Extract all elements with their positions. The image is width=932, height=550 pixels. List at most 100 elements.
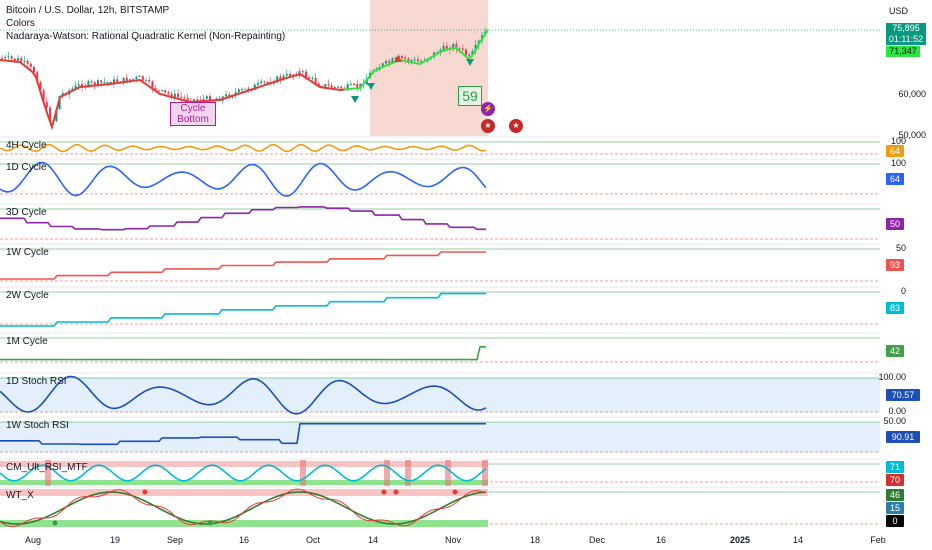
pane-series-line (0, 491, 487, 525)
pane-2w-cycle (0, 286, 880, 327)
candle-body (381, 63, 384, 68)
candle-body (106, 82, 109, 84)
pane-series-line (0, 206, 486, 231)
pane-title[interactable]: 4H Cycle (6, 140, 47, 151)
candle-body (20, 58, 23, 62)
pane-1w-stoch-rsi (0, 416, 880, 453)
price-chart[interactable] (0, 0, 880, 140)
candle-body (125, 77, 128, 82)
pane-title[interactable]: WT_X (6, 490, 34, 501)
candle-body (253, 84, 256, 90)
candle-body (90, 81, 93, 83)
candle-body (404, 57, 407, 59)
candle-body (71, 88, 74, 91)
candle-body (465, 49, 467, 56)
candle-body (266, 82, 269, 84)
indicator-colors-label[interactable]: Colors (6, 18, 35, 29)
pane-value-tag: 0 (886, 515, 904, 527)
time-axis-label: 14 (367, 535, 379, 545)
time-axis-label: 18 (529, 535, 541, 545)
candle-body (420, 61, 423, 63)
candle-body (183, 97, 186, 99)
indicator-panes[interactable] (0, 0, 880, 530)
candle-body (301, 71, 304, 73)
candle-body (180, 96, 183, 98)
pane-title[interactable]: 1D Cycle (6, 162, 47, 173)
pane-value-tag: 83 (886, 302, 904, 314)
candle-body (346, 84, 349, 89)
candle-body (154, 88, 157, 91)
pane-series-line (0, 422, 486, 446)
pane-series-line (0, 464, 487, 482)
candle-body (353, 83, 355, 85)
price-level-60000: 60,000 (898, 89, 926, 99)
time-axis-label: 19 (109, 535, 121, 545)
nw-price-tag[interactable]: 71,347 (886, 46, 920, 57)
candle-body (365, 78, 368, 85)
rsi-signal-bar (384, 460, 390, 486)
pane-1m-cycle (0, 332, 880, 363)
lightning-icon[interactable]: ⚡ (481, 102, 495, 116)
pane-value-tag: 15 (886, 502, 904, 514)
last-price-tag[interactable]: 75,895 01:11:52 (886, 23, 926, 45)
candle-body (244, 88, 247, 90)
candle-body (100, 80, 103, 83)
pane-value-tag: 64 (886, 145, 904, 157)
candle-body (241, 89, 243, 91)
candle-body (205, 96, 208, 99)
candle-body (49, 107, 51, 122)
pane-value-tag: 42 (886, 345, 904, 358)
candle-body (29, 63, 32, 67)
pane-value-tag: 46 (886, 489, 904, 501)
count-badge: 59 (458, 86, 482, 106)
candle-body (164, 90, 167, 93)
pane-title[interactable]: 1D Stoch RSI (6, 376, 67, 387)
candle-body (330, 85, 333, 88)
candle-body (215, 98, 218, 100)
candle-body (356, 84, 359, 88)
candle-body (148, 79, 151, 82)
pane-title[interactable]: 1W Cycle (6, 247, 49, 258)
candle-body (471, 51, 474, 55)
pane-title[interactable]: 2W Cycle (6, 290, 49, 301)
cycle-bottom-label: Cycle Bottom (170, 102, 216, 126)
candle-body (77, 84, 80, 86)
us-flag-icon[interactable]: ★ (509, 119, 523, 133)
wt-cross-dot (52, 520, 58, 526)
nw-red-line (0, 59, 345, 131)
rsi-signal-bar (445, 460, 451, 486)
price-level-50000: 50,000 (898, 130, 926, 140)
pane-series-line (0, 375, 487, 415)
candle-body (452, 43, 455, 50)
pane-series-line-2 (0, 488, 487, 528)
pane-title[interactable]: 1W Stoch RSI (6, 420, 69, 431)
candle-body (349, 83, 352, 85)
buy-triangle (466, 59, 474, 66)
pane-title[interactable]: CM_Ult_RSI_MTF (6, 462, 88, 473)
nw-green-line (343, 29, 489, 91)
candle-body (311, 77, 314, 79)
us-flag-icon[interactable]: ★ (481, 119, 495, 133)
time-axis-label: 14 (792, 535, 804, 545)
indicator-nw-label[interactable]: Nadaraya-Watson: Rational Quadratic Kern… (6, 31, 286, 42)
candle-body (196, 99, 199, 101)
pane-value-tag: 93 (886, 259, 904, 271)
pane-axis-label: 0.00 (888, 406, 906, 416)
candle-body (314, 77, 317, 84)
symbol-title[interactable]: Bitcoin / U.S. Dollar, 12h, BITSTAMP (6, 5, 170, 16)
pane-1d-stoch-rsi (0, 372, 880, 415)
candle-body (145, 79, 147, 81)
candle-body (10, 56, 13, 59)
candle-body (202, 98, 205, 101)
candle-body (442, 45, 445, 50)
candle-body (132, 78, 135, 80)
pane-axis-label: 100 (890, 136, 906, 146)
wt-cross-dot (207, 520, 213, 526)
pane-title[interactable]: 1M Cycle (6, 336, 48, 347)
candle-body (260, 81, 263, 84)
candle-body (468, 54, 471, 56)
highlight-region (370, 0, 488, 136)
buy-triangle (351, 96, 359, 103)
candle-body (23, 60, 26, 62)
pane-title[interactable]: 3D Cycle (6, 207, 47, 218)
